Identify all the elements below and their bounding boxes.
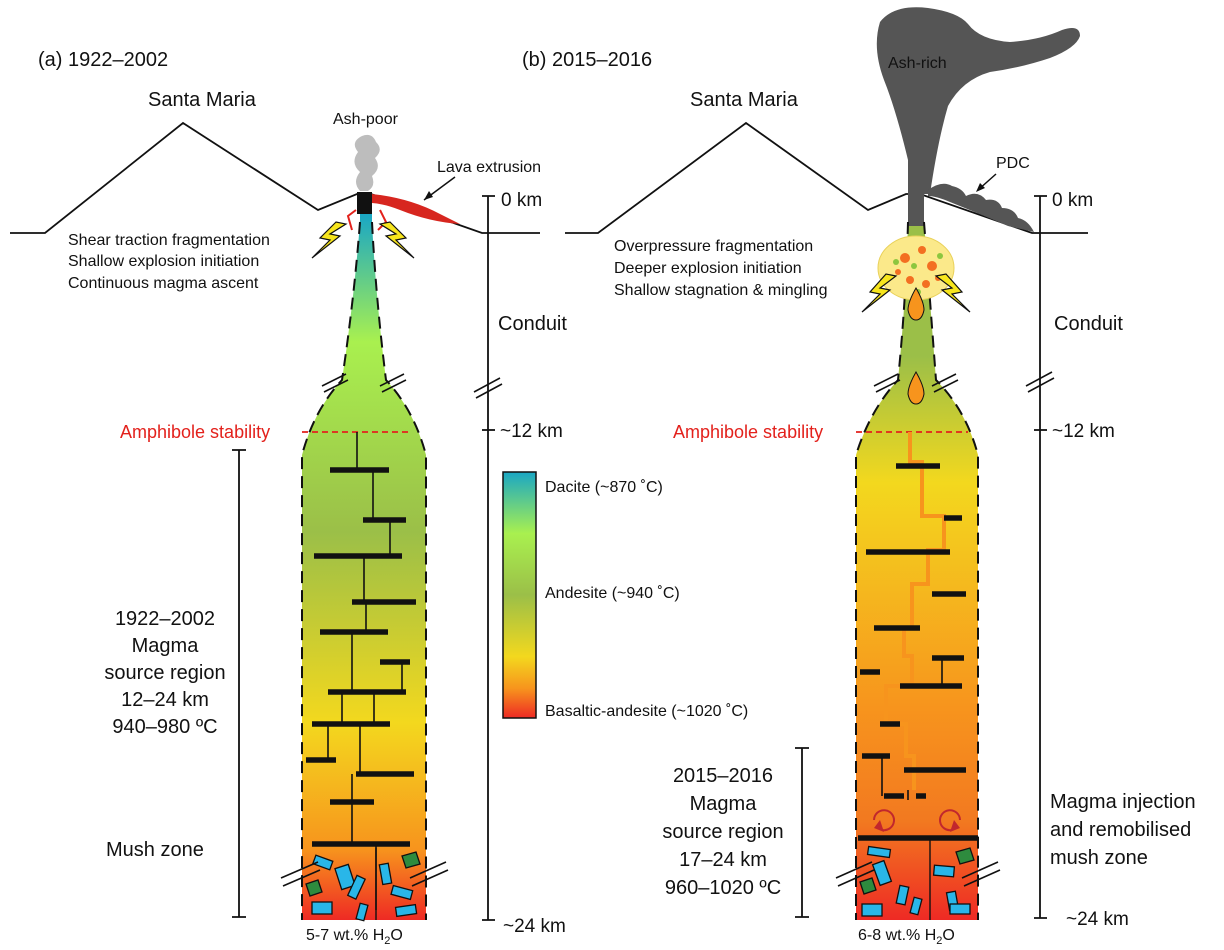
panel-a-lava-flow [372,194,460,224]
panel-b-lightning-left [861,273,898,313]
panel-a-volcano-name: Santa Maria [148,89,257,111]
panel-a-frag-line-1: Shear traction fragmentation [68,232,270,249]
panel-b-depth-axis [1034,195,1047,919]
panel-a-plume-label: Ash-poor [333,111,399,128]
panel-b-pdc-label: PDC [996,155,1030,172]
panel-a-lava-label: Lava extrusion [437,159,541,176]
panel-b-depth-conduit: Conduit [1054,313,1123,335]
panel-b-lightning-right [934,273,971,313]
panel-b-injection-line-1: Magma injection [1050,791,1196,813]
panel-a-break-mark-left [321,373,349,393]
panel-b-source-line-2: Magma [690,793,758,815]
panel-a-depth-12: ~12 km [500,421,563,442]
panel-b-ash-plume [876,7,1080,195]
panel-b-rising-drop-lower [907,370,925,405]
panel-b-water-content: 6-8 wt.% H2O [858,927,955,945]
panel-b-frag-line-1: Overpressure fragmentation [614,238,813,255]
panel-b-magma-body [856,194,978,920]
panel-b-mingling-blebs [895,246,941,288]
panel-b-pdc [928,183,1034,232]
panel-b-frag-line-3: Shallow stagnation & mingling [614,282,827,299]
panel-a-break-mark-right [379,373,407,393]
panel-b-pdc-arrowhead [976,183,985,192]
panel-b-source-line-5: 960–1020 ºC [665,877,781,899]
panel-b-volcano-name: Santa Maria [690,89,799,111]
panel-b-break-mark-right [931,373,959,393]
panel-b-amphibole-label: Amphibole stability [673,422,823,442]
panel-a-amphibole-label: Amphibole stability [120,422,270,442]
panel-b-source-bracket [795,747,809,918]
panel-a-magma-outline [301,221,427,920]
panel-a-depth-24: ~24 km [503,916,566,937]
panel-a-source-line-3: source region [104,662,225,684]
panel-b-depth-0: 0 km [1052,190,1093,211]
panel-b-recycling-arrows [873,809,961,832]
panel-b-rising-drop-upper [907,286,925,321]
panel-a-depth-conduit: Conduit [498,313,567,335]
panel-a-source-bracket [232,449,246,918]
panel-b-mush-break-right [961,861,1001,887]
panel-a-source-line-1: 1922–2002 [115,608,215,630]
legend-andesite: Andesite (~940 ˚C) [545,585,680,602]
panel-b: (b) 2015–2016 Santa Maria Ash-rich PDC [522,7,1196,947]
panel-a-shear-arrow-right [377,209,388,231]
panel-a-mush-break-left [280,861,321,887]
panel-a-depth-axis-break [473,377,503,399]
panel-a-source-line-2: Magma [132,635,200,657]
panel-b-sill-network [858,463,978,841]
panel-a-depth-axis [482,195,495,921]
panel-a-source-line-5: 940–980 ºC [112,716,217,738]
panel-b-source-line-4: 17–24 km [679,849,767,871]
panel-a-frag-line-3: Continuous magma ascent [68,275,259,292]
panel-b-injection-line-3: mush zone [1050,847,1148,869]
panel-a-mush-crystals [305,851,421,922]
panel-a-shear-arrow-left [346,209,357,231]
panel-a-volcano-outline [10,121,540,234]
panel-a-water-content: 5-7 wt.% H2O [306,927,403,945]
legend-basaltic: Basaltic-andesite (~1020 ˚C) [545,703,748,720]
panel-b-break-mark-left [873,373,901,393]
panel-b-depth-axis-break [1025,371,1055,393]
panel-b-frag-line-2: Deeper explosion initiation [614,260,802,277]
panel-b-recycle-arrowhead-left [874,820,884,832]
panel-a-vent-plug [357,192,372,214]
legend-dacite: Dacite (~870 ˚C) [545,479,663,496]
panel-b-plume-label: Ash-rich [888,55,947,72]
color-legend: Dacite (~870 ˚C) Andesite (~940 ˚C) Basa… [502,471,748,720]
panel-b-conduit-top [908,194,924,226]
panel-a-lava-arrowhead [424,191,433,200]
panel-b-source-line-3: source region [662,821,783,843]
panel-a-title: (a) 1922–2002 [38,49,168,71]
legend-gradient-bar [502,471,537,719]
panel-a-lightning-left [311,221,348,259]
panel-a: (a) 1922–2002 Santa Maria Lava extrusion… [10,49,567,947]
panel-a-frag-line-2: Shallow explosion initiation [68,253,259,270]
panel-b-depth-12: ~12 km [1052,421,1115,442]
panel-a-depth-0: 0 km [501,190,542,211]
panel-a-ash-plume [354,134,380,191]
panel-b-mush-crystals [859,845,975,917]
panel-b-depth-24: ~24 km [1066,909,1129,930]
panel-b-mush-break-left [835,861,875,887]
panel-a-source-line-4: 12–24 km [121,689,209,711]
panel-a-mush-break-right [409,861,449,887]
panel-a-lightning-right [378,221,415,259]
panel-a-sill-network [306,432,416,910]
panel-b-injection-line-2: and remobilised [1050,819,1191,841]
panel-a-mush-label: Mush zone [106,839,204,861]
panel-b-recycle-arrowhead-right [950,820,960,832]
panel-b-source-line-1: 2015–2016 [673,765,773,787]
panel-b-title: (b) 2015–2016 [522,49,652,71]
